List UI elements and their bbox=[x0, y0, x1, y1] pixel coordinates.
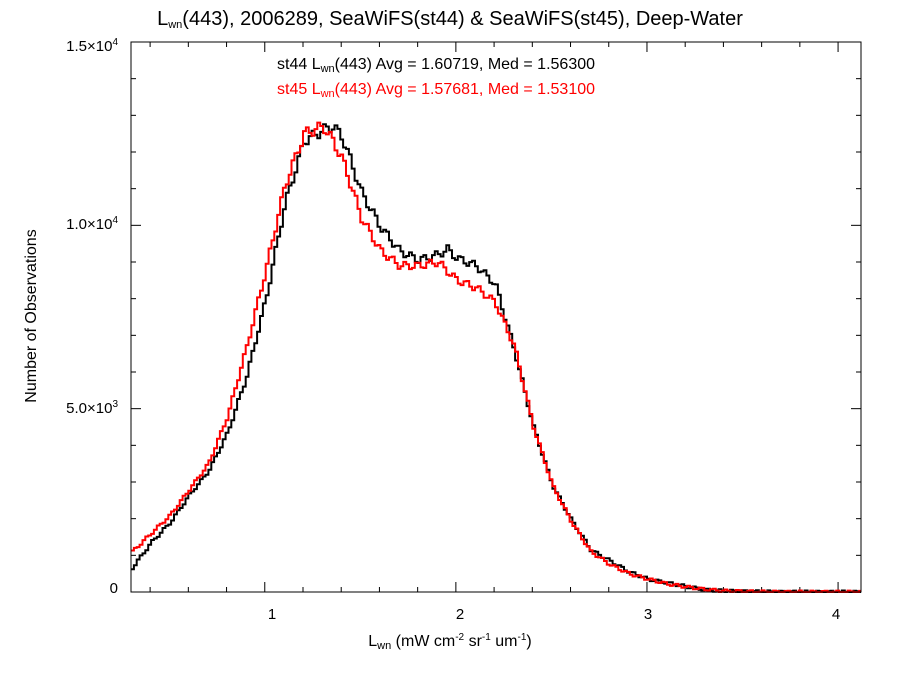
x-tick-label-3: 3 bbox=[643, 606, 653, 623]
plot-frame bbox=[130, 41, 862, 593]
annotation-st44: st44 Lwn(443) Avg = 1.60719, Med = 1.563… bbox=[277, 56, 596, 75]
y-axis-label: Number of Observations bbox=[23, 229, 40, 403]
y-tick-label-10000: 1.0×104 bbox=[66, 215, 118, 234]
x-tick-label-1: 1 bbox=[267, 606, 277, 623]
chart-title: Lwn(443), 2006289, SeaWiFS(st44) & SeaWi… bbox=[157, 8, 743, 31]
x-tick-label-4: 4 bbox=[831, 606, 841, 623]
series-st45-line bbox=[131, 121, 861, 593]
y-tick-label-0: 0 bbox=[109, 580, 118, 597]
series-st44-line bbox=[131, 123, 861, 593]
x-axis-label: Lwn (mW cm-2 sr-1 um-1) bbox=[368, 632, 532, 652]
annotation-st45: st45 Lwn(443) Avg = 1.57681, Med = 1.531… bbox=[277, 81, 596, 100]
y-tick-label-15000: 1.5×104 bbox=[66, 37, 118, 56]
x-tick-label-2: 2 bbox=[455, 606, 465, 623]
y-tick-label-5000: 5.0×103 bbox=[66, 399, 118, 418]
